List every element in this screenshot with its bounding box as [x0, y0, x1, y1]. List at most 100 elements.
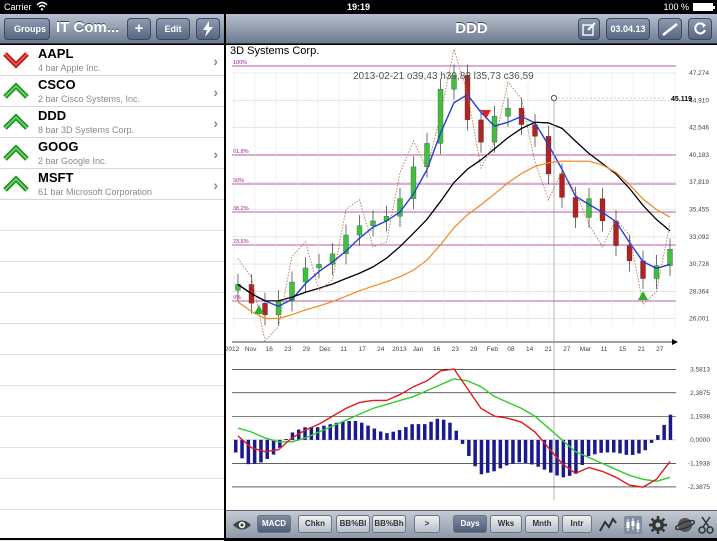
groups-back-button[interactable]: Groups [4, 18, 50, 40]
indicator-button[interactable]: Chkn [298, 515, 332, 533]
indicator-button[interactable]: BB%Bl [336, 515, 370, 533]
add-symbol-button[interactable]: + [127, 18, 151, 40]
macd-histogram-bar [630, 439, 635, 455]
line-chart-icon[interactable] [598, 515, 618, 535]
macd-histogram-bar [549, 439, 553, 473]
chart-area[interactable]: 47,274 44,910 42,546 40,183 37,819 35,455 33,0… [225, 45, 717, 510]
macd-histogram-bar [580, 439, 584, 465]
watchlist-row[interactable]: AAPL 4 bar Apple Inc. › [0, 45, 224, 76]
refresh-icon [694, 22, 706, 35]
macd-tick-label: -1,1938 [688, 460, 710, 467]
macd-histogram-bar [649, 439, 654, 443]
eye-icon[interactable] [232, 515, 252, 535]
empty-row [0, 262, 224, 293]
period-button[interactable]: Days [453, 515, 487, 533]
flash-button[interactable] [196, 18, 220, 40]
indicator-button[interactable]: BB%Bh [372, 515, 406, 533]
chart-symbol-title: DDD [455, 20, 488, 37]
lightning-icon [203, 21, 213, 37]
date-tick-label: 14 [526, 346, 534, 353]
macd-histogram-bar [347, 420, 351, 440]
chevron-right-icon: › [213, 84, 218, 100]
chevron-right-icon: › [213, 53, 218, 69]
date-tick-label: 15 [619, 346, 627, 353]
macd-histogram-bar [240, 439, 244, 459]
empty-row [0, 417, 224, 448]
settings-gear-icon[interactable] [648, 515, 668, 535]
macd-histogram-bar [530, 439, 534, 465]
date-button[interactable]: 03.04.13 [606, 18, 650, 40]
slow-moving-average-line [237, 121, 671, 302]
chart-title: 3D Systems Corp. [230, 45, 320, 57]
compose-button[interactable] [578, 18, 600, 40]
battery-percent: 100 % [663, 2, 689, 12]
macd-histogram-bar [423, 424, 427, 440]
price-tick-label: 26,001 [689, 316, 709, 323]
macd-tick-label: 0,0000 [690, 437, 710, 444]
trend-up-icon [3, 175, 29, 192]
empty-row [0, 386, 224, 417]
price-tick-label: 42,546 [689, 125, 709, 132]
candle-body [478, 119, 484, 143]
watchlist-row[interactable]: DDD 8 bar 3D Systems Corp. › [0, 107, 224, 138]
wifi-icon [36, 1, 48, 11]
macd-histogram-bar [315, 427, 320, 440]
refresh-button[interactable] [688, 18, 712, 40]
date-tick-label: 27 [563, 346, 571, 353]
macd-histogram-bar [353, 420, 358, 440]
price-tick-label: 28,364 [689, 288, 709, 295]
watchlist-row[interactable]: GOOG 2 bar Google Inc. › [0, 138, 224, 169]
globe-icon[interactable] [675, 515, 695, 535]
trend-average-line [237, 160, 671, 320]
period-button[interactable]: Wks [490, 515, 522, 533]
draw-line-button[interactable] [658, 18, 682, 40]
macd-histogram-bar [448, 422, 452, 440]
edit-button[interactable]: Edit [156, 18, 190, 40]
macd-histogram-bar [303, 427, 307, 440]
macd-histogram-bar [334, 422, 339, 440]
symbol-label: AAPL [38, 46, 74, 61]
date-tick-label: 21 [545, 346, 553, 353]
macd-histogram-bar [624, 439, 629, 455]
macd-tick-label: 2,3875 [690, 390, 710, 397]
chart-navbar: DDD 03.04.13 [226, 14, 717, 44]
macd-histogram-bar [252, 439, 257, 464]
macd-histogram-bar [504, 439, 509, 466]
macd-histogram-bar [278, 439, 282, 448]
ohlc-readout: 2013-02-21 o39,43 h39,82 l35,73 c36,59 [353, 71, 534, 82]
macd-histogram-bar [372, 428, 377, 440]
date-tick-label: Mar [580, 346, 592, 353]
symbol-description: 4 bar Apple Inc. [38, 63, 101, 73]
price-tick-label: 37,819 [689, 179, 709, 186]
macd-histogram-bar [322, 425, 326, 440]
empty-row [0, 355, 224, 386]
indicator-button[interactable]: MACD [257, 515, 291, 533]
price-tick-label: 30,728 [689, 261, 709, 268]
macd-histogram-bar [429, 421, 433, 440]
sell-signal-marker [481, 110, 491, 119]
macd-histogram-bar [523, 439, 528, 463]
candle-body [572, 197, 579, 218]
price-tick-label: 40,183 [689, 152, 709, 159]
period-button[interactable]: Intr [562, 515, 592, 533]
macd-histogram-bar [511, 439, 515, 464]
watchlist-row[interactable]: MSFT 61 bar Microsoft Corporation › [0, 169, 224, 200]
macd-histogram-bar [460, 439, 465, 444]
macd-histogram-bar [309, 427, 314, 440]
period-button[interactable]: Mnth [525, 515, 559, 533]
macd-histogram-bar [561, 439, 566, 478]
macd-histogram-bar [486, 439, 490, 473]
macd-histogram-bar [668, 414, 673, 440]
candle-body [410, 166, 417, 199]
macd-histogram-bar [454, 430, 458, 440]
candle-body [370, 220, 376, 226]
price-chart[interactable]: 47,274 44,910 42,546 40,183 37,819 35,455 33,0… [225, 45, 717, 510]
candle-chart-icon[interactable] [623, 515, 643, 535]
empty-row [0, 293, 224, 324]
watchlist-row[interactable]: CSCO 2 bar Cisco Systems, Inc. › [0, 76, 224, 107]
macd-histogram-bar [586, 439, 591, 457]
scissors-icon[interactable] [696, 515, 716, 535]
symbol-label: CSCO [38, 77, 76, 92]
date-tick-label: 08 [507, 346, 515, 353]
indicator-button[interactable]: > [414, 515, 440, 533]
